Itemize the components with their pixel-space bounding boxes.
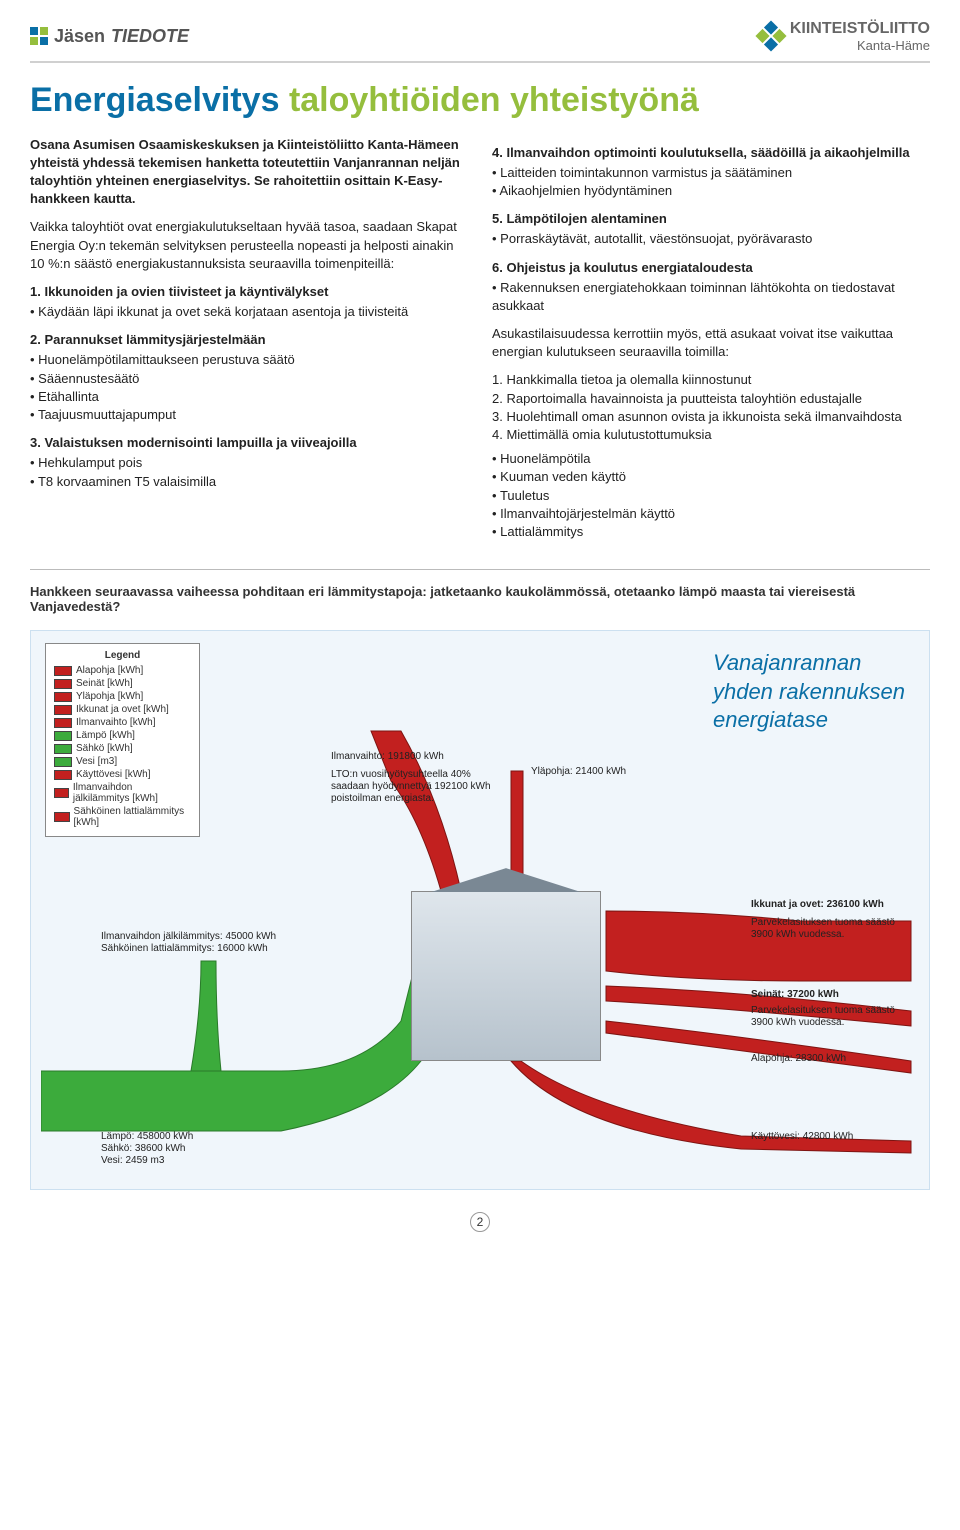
title-part-2: taloyhtiöiden yhteistyönä: [289, 81, 699, 119]
brand-word-2: TIEDOTE: [111, 26, 189, 47]
body-paragraph: Vaikka taloyhtiöt ovat energiakulutuksel…: [30, 218, 468, 273]
label-ilmanvaihto: Ilmanvaihto: 191800 kWh: [331, 751, 471, 763]
list-item: 3. Huolehtimall oman asunnon ovista ja i…: [492, 408, 930, 426]
list-item: Huonelämpötilamittaukseen perustuva säät…: [30, 351, 468, 369]
page-header: Jäsen TIEDOTE KIINTEISTÖLIITTO Kanta-Häme: [30, 20, 930, 63]
list-item: Taajuusmuuttajapumput: [30, 406, 468, 424]
section-6-list: Rakennuksen energiatehokkaan toiminnan l…: [492, 279, 930, 315]
label-ikkunat: Ikkunat ja ovet: 236100 kWh: [751, 899, 884, 911]
org-name: KIINTEISTÖLIITTO: [790, 20, 930, 38]
list-item: Porraskäytävät, autotallit, väestönsuoja…: [492, 230, 930, 248]
label-kayttovesi: Käyttövesi: 42800 kWh: [751, 1131, 853, 1143]
list-item: 2. Raportoimalla havainnoista ja puuttei…: [492, 390, 930, 408]
page-number: 2: [30, 1212, 930, 1232]
main-title: Energiaselvitys taloyhtiöiden yhteistyön…: [30, 81, 930, 120]
list-item: Etähallinta: [30, 388, 468, 406]
list-item: Aikaohjelmien hyödyntäminen: [492, 182, 930, 200]
list-item: Rakennuksen energiatehokkaan toiminnan l…: [492, 279, 930, 315]
section-1-title: 1. Ikkunoiden ja ovien tiivisteet ja käy…: [30, 283, 468, 301]
section-2-list: Huonelämpötilamittaukseen perustuva säät…: [30, 351, 468, 424]
label-ylapohja: Yläpohja: 21400 kWh: [531, 766, 626, 778]
list-item: 4. Miettimällä omia kulutustottumuksia: [492, 426, 930, 444]
section-1-list: Käydään läpi ikkunat ja ovet sekä korjat…: [30, 303, 468, 321]
list-item: T8 korvaaminen T5 valaisimilla: [30, 473, 468, 491]
section-2-title: 2. Parannukset lämmitysjärjestelmään: [30, 331, 468, 349]
label-alapohja: Alapohja: 28300 kWh: [751, 1053, 846, 1065]
section-4-list: Laitteiden toimintakunnon varmistus ja s…: [492, 164, 930, 200]
left-column: Osana Asumisen Osaamiskeskuksen ja Kiint…: [30, 136, 468, 552]
label-seinat: Seinät: 37200 kWh: [751, 989, 839, 1001]
brand-squares-icon: [30, 27, 48, 45]
list-item: Sääennustesäätö: [30, 370, 468, 388]
list-item: 1. Hankkimalla tietoa ja olemalla kiinno…: [492, 371, 930, 389]
label-lto: LTO:n vuosihyötysuhteella 40% saadaan hy…: [331, 769, 491, 805]
list-item: Huonelämpötila: [492, 450, 930, 468]
brand-left: Jäsen TIEDOTE: [30, 26, 189, 47]
label-parveke2: Parvekelasituksen tuoma säästö 3900 kWh …: [751, 1005, 911, 1029]
right-column: 4. Ilmanvaihdon optimointi koulutuksella…: [492, 136, 930, 552]
habits-list: Huonelämpötila Kuuman veden käyttö Tuule…: [492, 450, 930, 541]
section-5-title: 5. Lämpötilojen alentaminen: [492, 210, 930, 228]
brand-right: KIINTEISTÖLIITTO Kanta-Häme: [760, 20, 930, 53]
page-number-value: 2: [470, 1212, 490, 1232]
org-subtitle: Kanta-Häme: [790, 38, 930, 53]
label-parveke1: Parvekelasituksen tuoma säästö 3900 kWh …: [751, 917, 911, 941]
list-item: Tuuletus: [492, 487, 930, 505]
section-6-title: 6. Ohjeistus ja koulutus energiataloudes…: [492, 259, 930, 277]
intro-paragraph: Osana Asumisen Osaamiskeskuksen ja Kiint…: [30, 136, 468, 209]
next-phase-paragraph: Hankkeen seuraavassa vaiheessa pohditaan…: [30, 584, 930, 614]
sankey-diagram: Vanajanrannan yhden rakennuksen energiat…: [30, 630, 930, 1190]
list-item: Ilmanvaihtojärjestelmän käyttö: [492, 505, 930, 523]
label-lampo: Lämpö: 458000 kWh Sähkö: 38600 kWh Vesi:…: [101, 1131, 193, 1167]
section-4-title: 4. Ilmanvaihdon optimointi koulutuksella…: [492, 144, 930, 162]
section-3-list: Hehkulamput pois T8 korvaaminen T5 valai…: [30, 454, 468, 490]
two-column-body: Osana Asumisen Osaamiskeskuksen ja Kiint…: [30, 136, 930, 552]
list-item: Laitteiden toimintakunnon varmistus ja s…: [492, 164, 930, 182]
brand-word-1: Jäsen: [54, 26, 105, 47]
list-item: Lattialämmitys: [492, 523, 930, 541]
list-item: Hehkulamput pois: [30, 454, 468, 472]
label-jalkilammitys: Ilmanvaihdon jälkilämmitys: 45000 kWh Sä…: [101, 931, 331, 955]
section-5-list: Porraskäytävät, autotallit, väestönsuoja…: [492, 230, 930, 248]
numbered-list: 1. Hankkimalla tietoa ja olemalla kiinno…: [492, 371, 930, 444]
list-item: Käydään läpi ikkunat ja ovet sekä korjat…: [30, 303, 468, 321]
building-icon: [411, 891, 601, 1061]
list-item: Kuuman veden käyttö: [492, 468, 930, 486]
section-3-title: 3. Valaistuksen modernisointi lampuilla …: [30, 434, 468, 452]
horizontal-divider: [30, 569, 930, 570]
resident-paragraph: Asukastilaisuudessa kerrottiin myös, ett…: [492, 325, 930, 361]
title-part-1: Energiaselvitys: [30, 81, 279, 119]
org-diamond-icon: [755, 21, 786, 52]
